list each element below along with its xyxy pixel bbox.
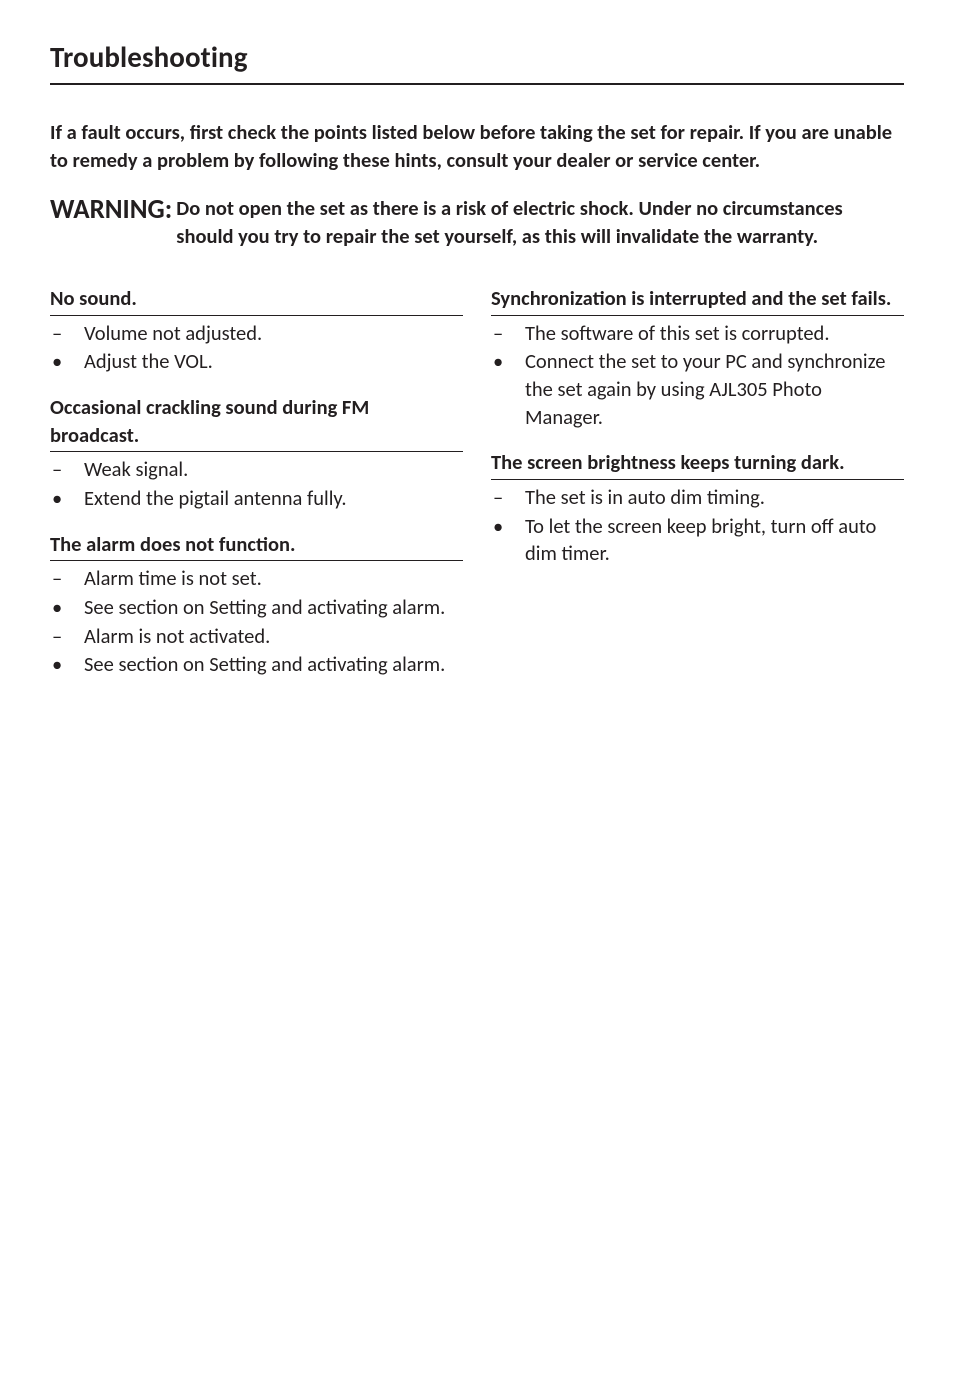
item-text: See section on Setting and activating al… [84,594,445,620]
list-item: –The software of this set is corrupted. [491,320,904,348]
action-marker: • [493,348,503,376]
list-item: –The set is in auto dim timing. [491,484,904,512]
cause-marker: – [52,320,62,348]
item-text: Extend the pigtail antenna fully. [84,485,347,511]
list-item: –Weak signal. [50,456,463,484]
list-item: –Volume not adjusted. [50,320,463,348]
item-text: To let the screen keep bright, turn off … [525,513,876,567]
list-item: • See section on Setting and activating a… [50,651,463,679]
cause-marker: – [493,484,503,512]
warning-text: Do not open the set as there is a risk o… [176,192,904,250]
left-column: No sound. –Volume not adjusted. •Adjust … [50,267,463,680]
item-text: Volume not adjusted. [84,320,262,346]
list-item: • Connect the set to your PC and synchron… [491,348,904,431]
intro-paragraph: If a fault occurs, first check the point… [50,119,904,174]
list-item: • Adjust the VOL. [50,348,463,376]
list-item: • See section on Setting and activating a… [50,594,463,622]
item-text: Alarm is not activated. [84,623,270,649]
item-text: The software of this set is corrupted. [525,320,830,346]
list-item: –Alarm is not activated. [50,623,463,651]
cause-marker: – [52,565,62,593]
action-marker: • [52,348,62,376]
section-heading-alarm: The alarm does not function. [50,531,463,562]
section-list-sync: –The software of this set is corrupted. … [491,320,904,432]
title-rule [50,83,904,85]
action-marker: • [493,513,503,541]
section-heading-brightness: The screen brightness keeps turning dark… [491,449,904,480]
item-text: Adjust the VOL. [84,348,213,374]
list-item: • To let the screen keep bright, turn off… [491,513,904,568]
warning-block: WARNING: Do not open the set as there is… [50,192,904,250]
item-text: Weak signal. [84,456,188,482]
section-list-brightness: –The set is in auto dim timing. • To let … [491,484,904,568]
section-heading-crackling: Occasional crackling sound during FM bro… [50,394,463,452]
item-text: Connect the set to your PC and synchroni… [525,348,885,429]
section-list-no-sound: –Volume not adjusted. • Adjust the VOL. [50,320,463,376]
action-marker: • [52,594,62,622]
section-heading-sync: Synchronization is interrupted and the s… [491,285,904,316]
section-list-alarm: –Alarm time is not set. •See section on … [50,565,463,679]
list-item: –Alarm time is not set. [50,565,463,593]
warning-label: WARNING: [50,192,178,228]
section-list-crackling: –Weak signal. • Extend the pigtail antenn… [50,456,463,512]
right-column: Synchronization is interrupted and the s… [491,267,904,680]
cause-marker: – [52,623,62,651]
section-heading-no-sound: No sound. [50,285,463,316]
list-item: • Extend the pigtail antenna fully. [50,485,463,513]
page-title: Troubleshooting [50,38,904,77]
item-text: The set is in auto dim timing. [525,484,765,510]
cause-marker: – [52,456,62,484]
cause-marker: – [493,320,503,348]
action-marker: • [52,485,62,513]
content-columns: No sound. –Volume not adjusted. •Adjust … [50,267,904,680]
item-text: See section on Setting and activating al… [84,651,445,677]
item-text: Alarm time is not set. [84,565,262,591]
action-marker: • [52,651,62,679]
